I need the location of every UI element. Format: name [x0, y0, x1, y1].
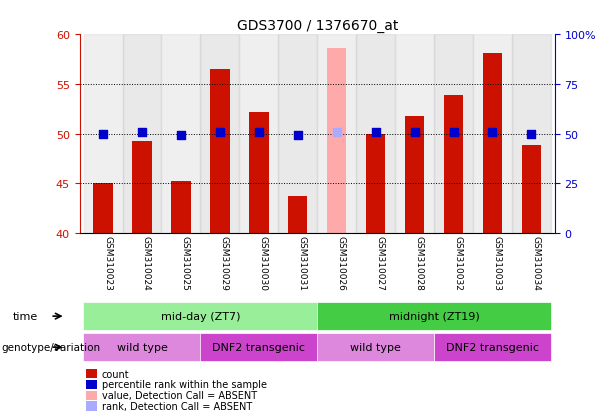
Bar	[444, 95, 463, 233]
Text: GSM310024: GSM310024	[142, 235, 151, 290]
Bar	[249, 112, 268, 233]
Text: genotype/variation: genotype/variation	[1, 342, 101, 352]
Text: value, Detection Call = ABSENT: value, Detection Call = ABSENT	[102, 390, 257, 400]
Point	[409, 129, 419, 136]
Bar	[200, 35, 239, 233]
Point	[449, 129, 459, 136]
Text: GSM310026: GSM310026	[337, 235, 346, 290]
Text: DNF2 transgenic: DNF2 transgenic	[212, 342, 305, 352]
Text: midnight (ZT19): midnight (ZT19)	[389, 311, 479, 321]
Bar	[171, 182, 191, 233]
Point	[137, 129, 147, 136]
Text: GSM310025: GSM310025	[181, 235, 190, 290]
Text: count: count	[102, 369, 129, 379]
Text: GSM310027: GSM310027	[376, 235, 384, 290]
Text: wild type: wild type	[116, 342, 167, 352]
Bar	[512, 35, 551, 233]
Point	[176, 132, 186, 138]
Bar	[482, 54, 502, 233]
Bar	[210, 70, 230, 233]
Text: rank, Detection Call = ABSENT: rank, Detection Call = ABSENT	[102, 401, 252, 411]
Bar	[434, 35, 473, 233]
Bar	[327, 49, 346, 233]
Bar	[356, 35, 395, 233]
Text: GSM310029: GSM310029	[220, 235, 229, 290]
Point	[254, 129, 264, 136]
Bar	[318, 35, 356, 233]
Bar	[239, 35, 278, 233]
Bar	[83, 35, 123, 233]
Text: GSM310031: GSM310031	[298, 235, 306, 290]
Text: DNF2 transgenic: DNF2 transgenic	[446, 342, 539, 352]
Text: GSM310032: GSM310032	[454, 235, 463, 290]
Point	[487, 129, 497, 135]
Point	[332, 129, 341, 135]
Bar	[93, 184, 113, 233]
Bar	[405, 116, 424, 233]
Text: GSM310023: GSM310023	[103, 235, 112, 290]
Title: GDS3700 / 1376670_at: GDS3700 / 1376670_at	[237, 19, 398, 33]
Bar	[522, 146, 541, 233]
Bar	[395, 35, 434, 233]
Point	[371, 129, 381, 136]
Text: GSM310028: GSM310028	[414, 235, 424, 290]
Text: mid-day (ZT7): mid-day (ZT7)	[161, 311, 240, 321]
Text: percentile rank within the sample: percentile rank within the sample	[102, 380, 267, 389]
Point	[527, 131, 536, 138]
Point	[293, 132, 303, 138]
Bar	[132, 142, 152, 233]
Bar	[161, 35, 200, 233]
Text: time: time	[12, 311, 37, 321]
Point	[98, 131, 108, 138]
Bar	[473, 35, 512, 233]
Bar	[288, 197, 308, 233]
Bar	[123, 35, 161, 233]
Text: GSM310030: GSM310030	[259, 235, 268, 290]
Bar	[278, 35, 318, 233]
Point	[215, 129, 225, 136]
Bar	[366, 134, 386, 233]
Text: GSM310033: GSM310033	[492, 235, 501, 290]
Text: wild type: wild type	[350, 342, 401, 352]
Text: GSM310034: GSM310034	[531, 235, 541, 290]
